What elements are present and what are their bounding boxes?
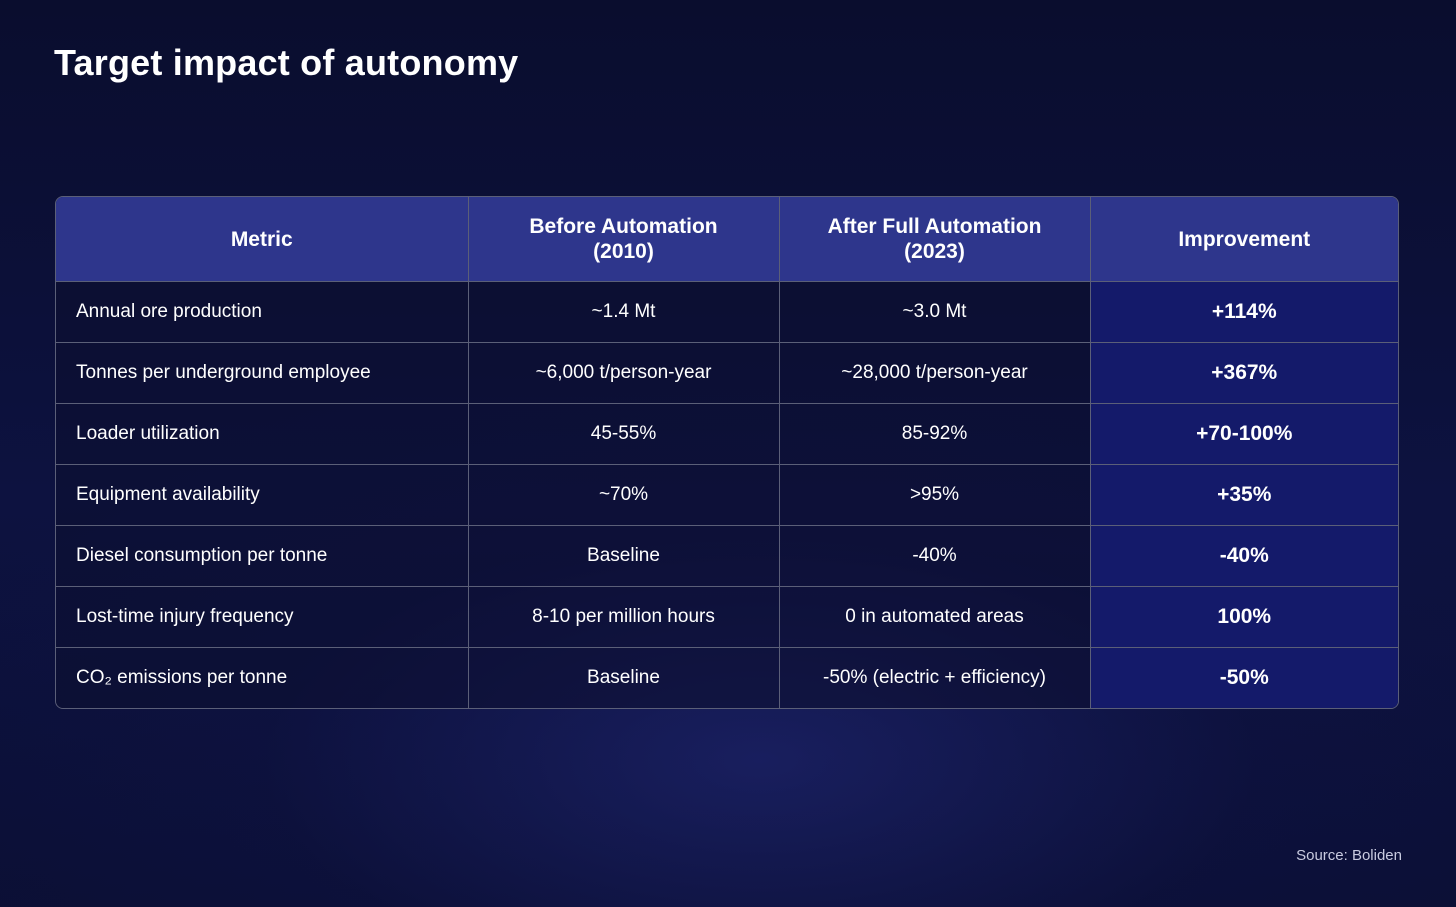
after-cell: -50% (electric + efficiency) [779, 647, 1091, 708]
improvement-cell: +35% [1090, 464, 1398, 526]
page-title: Target impact of autonomy [54, 42, 519, 83]
after-cell: 0 in automated areas [779, 586, 1091, 648]
table-row: Equipment availability ~70% >95% +35% [56, 464, 1398, 526]
table-row: Loader utilization 45-55% 85-92% +70-100… [56, 403, 1398, 465]
header-line: Before Automation [529, 215, 718, 238]
after-cell: 85-92% [779, 403, 1091, 465]
header-line: (2010) [593, 240, 654, 263]
table-row: Lost-time injury frequency 8-10 per mill… [56, 586, 1398, 648]
table-row: Tonnes per underground employee ~6,000 t… [56, 342, 1398, 404]
before-cell: 45-55% [468, 403, 780, 465]
metric-cell: Annual ore production [56, 281, 469, 343]
before-cell: Baseline [468, 525, 780, 587]
after-cell: >95% [779, 464, 1091, 526]
improvement-cell: +114% [1090, 281, 1398, 343]
metric-cell: Equipment availability [56, 464, 469, 526]
table-header-row: Metric Before Automation (2010) After Fu… [56, 197, 1398, 282]
before-cell: ~1.4 Mt [468, 281, 780, 343]
metric-cell: CO₂ emissions per tonne [56, 647, 469, 708]
column-header-before: Before Automation (2010) [468, 197, 780, 282]
header-line: (2023) [904, 240, 965, 263]
after-cell: ~3.0 Mt [779, 281, 1091, 343]
header-line: Improvement [1178, 227, 1311, 251]
impact-table: Metric Before Automation (2010) After Fu… [55, 196, 1399, 709]
before-cell: ~70% [468, 464, 780, 526]
metric-cell: Tonnes per underground employee [56, 342, 469, 404]
after-cell: -40% [779, 525, 1091, 587]
metric-cell: Lost-time injury frequency [56, 586, 469, 648]
column-header-after: After Full Automation (2023) [779, 197, 1091, 282]
header-line: After Full Automation [827, 215, 1042, 238]
before-cell: 8-10 per million hours [468, 586, 780, 648]
improvement-cell: -50% [1090, 647, 1398, 708]
before-cell: ~6,000 t/person-year [468, 342, 780, 404]
metric-cell: Loader utilization [56, 403, 469, 465]
after-cell: ~28,000 t/person-year [779, 342, 1091, 404]
metric-cell: Diesel consumption per tonne [56, 525, 469, 587]
column-header-improvement: Improvement [1090, 197, 1398, 282]
column-header-metric: Metric [56, 197, 469, 282]
before-cell: Baseline [468, 647, 780, 708]
table-row: Annual ore production ~1.4 Mt ~3.0 Mt +1… [56, 281, 1398, 343]
improvement-cell: +70-100% [1090, 403, 1398, 465]
improvement-cell: 100% [1090, 586, 1398, 648]
improvement-cell: +367% [1090, 342, 1398, 404]
table-row: Diesel consumption per tonne Baseline -4… [56, 525, 1398, 587]
table-row: CO₂ emissions per tonne Baseline -50% (e… [56, 647, 1398, 708]
source-note: Source: Boliden [1296, 847, 1402, 864]
header-line: Metric [230, 227, 293, 251]
improvement-cell: -40% [1090, 525, 1398, 587]
